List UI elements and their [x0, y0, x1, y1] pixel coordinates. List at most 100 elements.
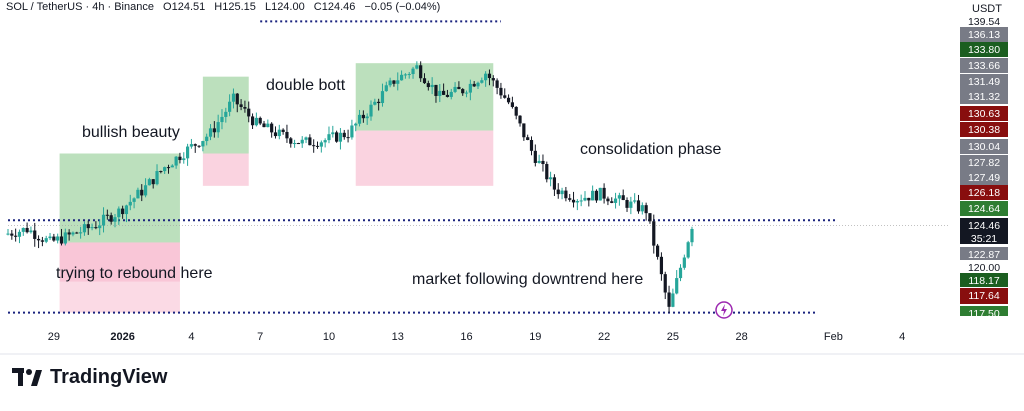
candle-body — [338, 132, 343, 142]
currency-label: USDT — [972, 3, 1002, 15]
candle — [445, 89, 450, 98]
price-axis-label: 127.49 — [960, 170, 1008, 185]
candle — [82, 221, 87, 236]
candle — [675, 270, 679, 295]
candle-body — [648, 213, 652, 222]
candle — [617, 192, 621, 206]
candle-body — [399, 74, 404, 81]
candle — [6, 229, 10, 236]
price-label-text: 133.80 — [968, 44, 1000, 56]
tradingview-logo[interactable]: TradingView — [12, 366, 167, 389]
candle — [426, 80, 430, 91]
candle-body — [415, 65, 419, 69]
candle — [407, 72, 411, 79]
candle — [663, 271, 667, 300]
candle — [690, 226, 694, 247]
candle-body — [571, 199, 576, 203]
candle-body — [518, 115, 522, 124]
candle — [155, 164, 159, 186]
candle — [86, 220, 90, 235]
high-value: H125.15 — [214, 1, 256, 13]
candle-body — [140, 189, 144, 196]
candle — [281, 128, 285, 135]
time-tick-label: 29 — [48, 331, 60, 343]
symbol-header: SOL / TetherUS · 4h · Binance O124.51 H1… — [6, 1, 446, 13]
candle — [338, 128, 343, 150]
candle — [33, 222, 37, 247]
candle-body — [121, 208, 125, 215]
candle — [25, 222, 29, 234]
candle-body — [151, 179, 155, 185]
candle — [529, 136, 534, 156]
candle-body — [335, 132, 339, 142]
candle — [327, 126, 331, 144]
candle — [10, 230, 14, 240]
candle-body — [556, 189, 560, 195]
candle-body — [361, 114, 365, 119]
candle — [98, 219, 102, 236]
candle-body — [506, 97, 511, 103]
candle-body — [396, 80, 400, 84]
candle — [464, 90, 469, 98]
candle — [143, 178, 148, 198]
price-label-box — [960, 74, 1008, 89]
candle — [159, 170, 163, 174]
candle-body — [10, 233, 14, 236]
candle — [457, 81, 461, 90]
candle-body — [155, 171, 159, 185]
candle — [304, 136, 308, 144]
candle — [472, 81, 476, 88]
symbol-label[interactable]: SOL / TetherUS · 4h · Binance — [6, 1, 154, 13]
candle — [579, 194, 583, 207]
candle — [48, 232, 52, 241]
candle — [598, 187, 602, 201]
candle — [147, 177, 151, 186]
price-axis-label: 130.04 — [960, 139, 1008, 154]
candle-body — [602, 187, 606, 199]
candle-body — [552, 177, 557, 190]
candle — [14, 228, 18, 242]
price-label-box — [960, 122, 1008, 137]
candle — [591, 185, 595, 201]
candle-body — [224, 111, 228, 117]
candle — [403, 73, 407, 79]
candle — [185, 143, 190, 166]
candle-body — [522, 123, 526, 138]
candle-body — [166, 167, 171, 169]
time-tick-label: 25 — [667, 331, 679, 343]
candle-body — [312, 145, 316, 147]
candle-body — [189, 144, 194, 147]
candle-body — [499, 87, 503, 96]
candle — [44, 235, 48, 244]
time-tick-label: 16 — [460, 331, 472, 343]
candle-body — [568, 198, 572, 200]
candle-body — [533, 150, 537, 163]
time-tick-label: 28 — [736, 331, 748, 343]
candle — [640, 202, 644, 215]
price-axis-label: 127.82 — [960, 155, 1008, 170]
candle — [686, 240, 690, 259]
level-lines — [8, 20, 948, 314]
candle — [277, 124, 281, 140]
candle — [633, 193, 637, 204]
candle-body — [319, 142, 323, 147]
candle-body — [266, 123, 270, 128]
time-axis: 29 2026 4 7 10 13 16 19 22 25 28 Feb 4 — [0, 331, 1024, 355]
candle-body — [434, 84, 438, 96]
candle — [21, 227, 25, 236]
candle — [560, 187, 564, 200]
price-axis-label: 35:21 — [960, 231, 1008, 245]
candle — [369, 100, 373, 121]
candle-body — [610, 201, 614, 203]
candle-body — [476, 82, 480, 87]
candle-body — [579, 200, 583, 202]
candle-body — [258, 117, 262, 124]
price-label-text: 127.82 — [968, 157, 1000, 169]
candle-body — [407, 74, 411, 76]
candle-body — [327, 134, 331, 141]
candle-body — [686, 242, 690, 258]
candle-body — [640, 205, 644, 212]
price-label-text: 124.64 — [968, 203, 1000, 215]
